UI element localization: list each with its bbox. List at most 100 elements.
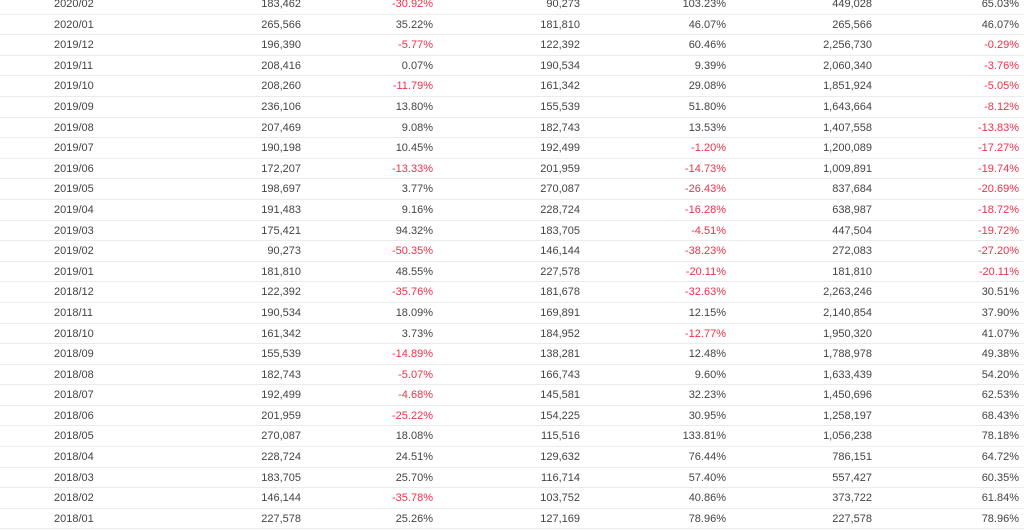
table-row: 2018/10 161,342 3.73% 184,952 -12.77% 1,950,3… (0, 324, 1024, 345)
cell-compare-value: 127,169 (540, 512, 580, 525)
table-row: 2018/09 155,539 -14.89% 138,281 12.48% 1,788,… (0, 344, 1024, 365)
cell-compare-change-pct: -32.63% (685, 286, 726, 299)
cell-period: 2018/11 (54, 306, 93, 319)
cell-cumulative-value: 1,407,558 (823, 121, 872, 134)
cell-cumulative-value: 2,263,246 (823, 286, 872, 299)
cell-compare-value: 201,959 (540, 162, 580, 175)
cell-period: 2019/03 (54, 224, 94, 237)
cell-value: 90,273 (267, 245, 301, 258)
cell-compare-value: 129,632 (540, 451, 580, 464)
table-row: 2019/11 208,416 0.07% 190,534 9.39% 2,060,340… (0, 56, 1024, 77)
cell-compare-value: 115,516 (541, 430, 580, 443)
cell-cumulative-value: 447,504 (832, 224, 872, 237)
cell-cumulative-value: 272,083 (832, 245, 872, 258)
cell-compare-value: 270,087 (540, 183, 580, 196)
cell-cumulative-value: 265,566 (832, 18, 872, 31)
cell-compare-change-pct: 60.46% (688, 39, 726, 52)
cell-compare-value: 228,724 (540, 203, 580, 216)
cell-cumulative-change-pct: -19.74% (978, 162, 1019, 175)
table-row: 2018/11 190,534 18.09% 169,891 12.15% 2,140,8… (0, 303, 1024, 324)
cell-compare-change-pct: -4.51% (691, 224, 726, 237)
cell-value: 196,390 (261, 39, 301, 52)
table-row: 2019/09 236,106 13.80% 155,539 51.80% 1,643,6… (0, 97, 1024, 118)
cell-value: 198,697 (261, 183, 301, 196)
cell-cumulative-change-pct: -3.76% (984, 59, 1019, 72)
cell-cumulative-change-pct: 30.51% (981, 286, 1019, 299)
cell-cumulative-change-pct: 64.72% (981, 451, 1019, 464)
cell-cumulative-change-pct: -27.20% (978, 245, 1019, 258)
cell-value: 161,342 (261, 327, 301, 340)
cell-cumulative-value: 1,851,924 (823, 80, 872, 93)
cell-compare-change-pct: -1.20% (691, 142, 726, 155)
cell-change-pct: -5.77% (398, 39, 433, 52)
cell-compare-value: 181,678 (540, 286, 580, 299)
cell-cumulative-change-pct: 65.03% (981, 0, 1019, 10)
cell-compare-change-pct: 133.81% (682, 430, 726, 443)
cell-compare-change-pct: 9.39% (694, 59, 726, 72)
cell-compare-change-pct: 13.53% (688, 121, 726, 134)
cell-cumulative-value: 1,009,891 (823, 162, 872, 175)
cell-change-pct: 10.45% (395, 142, 433, 155)
cell-period: 2018/02 (54, 492, 94, 505)
cell-period: 2018/06 (54, 409, 94, 422)
cell-compare-value: 161,342 (540, 80, 580, 93)
cell-cumulative-change-pct: -17.27% (978, 142, 1019, 155)
cell-cumulative-change-pct: 61.84% (981, 492, 1019, 505)
cell-change-pct: 48.55% (395, 265, 433, 278)
cell-cumulative-value: 638,987 (832, 203, 872, 216)
cell-value: 208,260 (261, 80, 301, 93)
table-row: 2019/02 90,273 -50.35% 146,144 -38.23% 272,08… (0, 241, 1024, 262)
cell-compare-value: 116,714 (541, 471, 580, 484)
cell-cumulative-value: 557,427 (832, 471, 872, 484)
table-row: 2018/06 201,959 -25.22% 154,225 30.95% 1,258,… (0, 406, 1024, 427)
cell-compare-value: 146,144 (540, 245, 580, 258)
cell-cumulative-change-pct: -20.69% (978, 183, 1019, 196)
cell-value: 201,959 (261, 409, 301, 422)
cell-period: 2019/02 (54, 245, 94, 258)
cell-cumulative-value: 373,722 (832, 492, 872, 505)
cell-cumulative-value: 1,950,320 (823, 327, 872, 340)
cell-cumulative-value: 227,578 (832, 512, 872, 525)
cell-cumulative-change-pct: -5.05% (984, 80, 1019, 93)
cell-change-pct: 24.51% (395, 451, 433, 464)
cell-compare-change-pct: 78.96% (688, 512, 726, 525)
cell-cumulative-value: 449,028 (832, 0, 872, 10)
cell-compare-value: 103,752 (540, 492, 580, 505)
cell-compare-change-pct: 46.07% (688, 18, 726, 31)
cell-change-pct: -30.92% (392, 0, 433, 10)
cell-cumulative-value: 1,643,664 (823, 100, 872, 113)
cell-compare-change-pct: 9.60% (694, 368, 726, 381)
cell-change-pct: 25.26% (395, 512, 433, 525)
cell-cumulative-change-pct: 49.38% (981, 348, 1019, 361)
cell-cumulative-value: 1,633,439 (823, 368, 872, 381)
cell-value: 227,578 (261, 512, 301, 525)
table-row: 2018/12 122,392 -35.76% 181,678 -32.63% 2,263… (0, 282, 1024, 303)
cell-period: 2018/08 (54, 368, 94, 381)
cell-cumulative-value: 1,258,197 (823, 409, 872, 422)
cell-change-pct: -13.33% (392, 162, 433, 175)
cell-value: 208,416 (261, 59, 301, 72)
cell-cumulative-change-pct: 54.20% (981, 368, 1019, 381)
cell-change-pct: -11.79% (392, 80, 433, 93)
cell-cumulative-value: 1,200,089 (823, 142, 872, 155)
cell-cumulative-change-pct: -0.29% (984, 39, 1019, 52)
cell-compare-value: 192,499 (540, 142, 580, 155)
cell-cumulative-value: 837,684 (832, 183, 872, 196)
cell-change-pct: -14.89% (392, 348, 433, 361)
cell-compare-change-pct: -12.77% (685, 327, 726, 340)
cell-compare-value: 182,743 (540, 121, 580, 134)
cell-compare-value: 154,225 (540, 409, 580, 422)
cell-cumulative-change-pct: 78.96% (981, 512, 1019, 525)
cell-period: 2019/09 (54, 100, 94, 113)
cell-compare-value: 145,581 (540, 389, 580, 402)
cell-cumulative-change-pct: -19.72% (978, 224, 1019, 237)
cell-compare-change-pct: 103.23% (682, 0, 726, 10)
table-row: 2018/02 146,144 -35.78% 103,752 40.86% 373,72… (0, 488, 1024, 509)
cell-cumulative-change-pct: 68.43% (981, 409, 1019, 422)
cell-compare-change-pct: 40.86% (688, 492, 726, 505)
cell-period: 2018/05 (54, 430, 94, 443)
cell-period: 2018/07 (54, 389, 94, 402)
table-row: 2018/05 270,087 18.08% 115,516 133.81% 1,056,… (0, 426, 1024, 448)
table-row: 2019/04 191,483 9.16% 228,724 -16.28% 638,987… (0, 200, 1024, 221)
cell-compare-change-pct: 51.80% (688, 100, 726, 113)
